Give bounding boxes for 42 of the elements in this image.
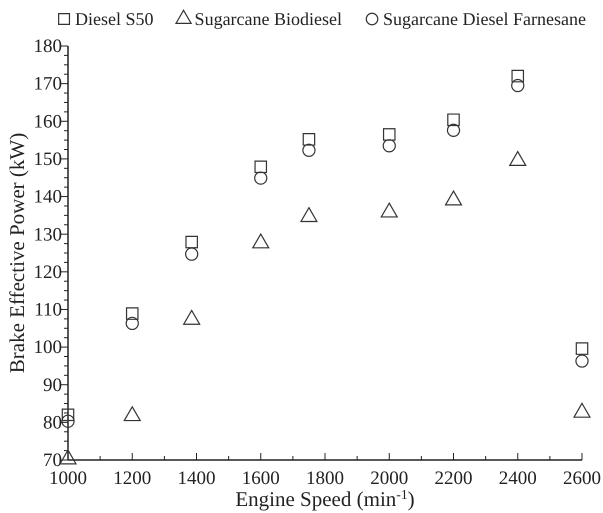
x-tick-label: 2400 — [498, 468, 537, 489]
y-tick-label: 120 — [34, 262, 62, 283]
legend-label: Sugarcane Diesel Farnesane — [383, 9, 586, 29]
point — [62, 408, 74, 422]
y-tick-label: 80 — [43, 412, 62, 434]
point — [126, 316, 139, 330]
point — [126, 307, 139, 320]
point — [446, 124, 460, 137]
x-tick-label: 1800 — [306, 468, 344, 489]
y-axis-title: Brake Effective Power (kW) — [5, 132, 29, 374]
point — [382, 128, 396, 141]
point — [185, 247, 198, 261]
y-tick-label: 180 — [34, 36, 62, 58]
x-tick-label: 2600 — [563, 468, 601, 489]
y-tick-label: 150 — [34, 148, 62, 170]
point — [511, 78, 524, 92]
x-tick-label: 1600 — [242, 468, 280, 489]
x-tick-label: 2200 — [434, 468, 472, 489]
y-tick-label: 140 — [34, 186, 62, 208]
y-tick-label: 170 — [34, 74, 62, 95]
x-axis-title: Engine Speed (min$^{-1}$) — [235, 486, 415, 511]
x-tick-label: 1200 — [113, 468, 152, 489]
x-tick-label: 1400 — [178, 468, 216, 489]
point — [576, 342, 588, 355]
y-tick-label: 160 — [34, 111, 62, 132]
point — [447, 113, 460, 126]
y-tick-label: 90 — [43, 374, 62, 396]
x-tick-label: 2000 — [370, 468, 408, 489]
y-tick-label: 100 — [34, 337, 62, 358]
point — [511, 70, 524, 82]
y-tick-label: 110 — [34, 300, 62, 321]
legend-label: Diesel S50 — [75, 9, 154, 29]
point — [302, 144, 316, 157]
y-tick-label: 130 — [34, 224, 62, 246]
point — [575, 354, 589, 368]
point — [61, 414, 75, 428]
legend-label: Sugarcane Biodiesel — [194, 9, 342, 29]
point — [254, 160, 268, 174]
point — [382, 139, 396, 152]
point — [302, 133, 316, 146]
point — [254, 171, 268, 185]
point — [185, 236, 198, 248]
